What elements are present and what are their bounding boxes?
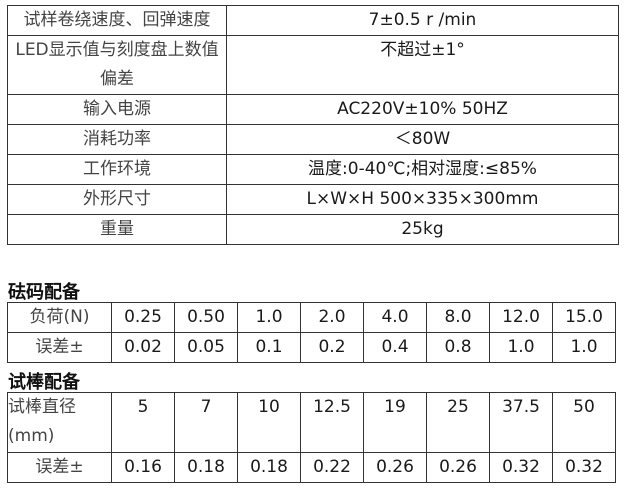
value-cell: 2.0 xyxy=(300,302,364,333)
value-cell: 0.50 xyxy=(174,302,238,333)
value-cell: 1.0 xyxy=(552,332,616,363)
value-cell: 0.26 xyxy=(363,452,427,483)
spec-value: 7±0.5 r /min xyxy=(226,5,619,36)
table-row: 试棒直径(mm) 5 7 10 12.5 19 25 37.5 50 xyxy=(7,392,616,453)
value-cell: 0.16 xyxy=(111,452,175,483)
weights-section-title: 砝码配备 xyxy=(8,282,80,303)
value-cell: 0.4 xyxy=(363,332,427,363)
diameter-label: 试棒直径(mm) xyxy=(7,392,112,453)
value-cell: 1.0 xyxy=(489,332,553,363)
value-cell: 0.22 xyxy=(300,452,364,483)
value-cell: 12.5 xyxy=(300,392,364,453)
value-cell: 0.18 xyxy=(237,452,301,483)
spec-row: 外形尺寸 L×W×H 500×335×300mm xyxy=(7,184,619,215)
value-cell: 0.25 xyxy=(111,302,175,333)
table-row: 误差± 0.02 0.05 0.1 0.2 0.4 0.8 1.0 1.0 xyxy=(7,332,616,363)
rods-section-title: 试棒配备 xyxy=(8,372,80,393)
value-cell: 8.0 xyxy=(426,302,490,333)
spec-label: LED显示值与刻度盘上数值偏差 xyxy=(7,35,227,95)
load-label: 负荷(N) xyxy=(7,302,112,333)
weights-table: 负荷(N) 0.25 0.50 1.0 2.0 4.0 8.0 12.0 15.0 误差± 0.0… xyxy=(7,302,616,363)
spec-row: 消耗功率 ＜80W xyxy=(7,124,619,155)
value-cell: 0.2 xyxy=(300,332,364,363)
spec-row: 重量 25kg xyxy=(7,214,619,245)
value-cell: 12.0 xyxy=(489,302,553,333)
spec-value: ＜80W xyxy=(226,124,619,155)
spec-label: 外形尺寸 xyxy=(7,184,227,215)
spec-label: 消耗功率 xyxy=(7,124,227,155)
value-cell: 37.5 xyxy=(489,392,553,453)
value-cell: 4.0 xyxy=(363,302,427,333)
spec-row: 试样卷绕速度、回弹速度 7±0.5 r /min xyxy=(7,5,619,36)
spec-label: 工作环境 xyxy=(7,154,227,185)
spec-label: 输入电源 xyxy=(7,94,227,125)
error-label: 误差± xyxy=(7,452,112,483)
table-row: 误差± 0.16 0.18 0.18 0.22 0.26 0.26 0.32 0.32 xyxy=(7,452,616,483)
value-cell: 10 xyxy=(237,392,301,453)
spec-value: 温度:0-40℃;相对湿度:≤85% xyxy=(226,154,619,185)
spec-value: 25kg xyxy=(226,214,619,245)
spec-row: LED显示值与刻度盘上数值偏差 不超过±1° xyxy=(7,35,619,95)
value-cell: 0.26 xyxy=(426,452,490,483)
spec-value: 不超过±1° xyxy=(226,35,619,95)
spec-value: AC220V±10% 50HZ xyxy=(226,94,619,125)
value-cell: 25 xyxy=(426,392,490,453)
value-cell: 15.0 xyxy=(552,302,616,333)
rods-table: 试棒直径(mm) 5 7 10 12.5 19 25 37.5 50 误差± 0.16 0.18 0.… xyxy=(7,392,616,483)
spec-row: 输入电源 AC220V±10% 50HZ xyxy=(7,94,619,125)
value-cell: 0.32 xyxy=(489,452,553,483)
spec-row: 工作环境 温度:0-40℃;相对湿度:≤85% xyxy=(7,154,619,185)
value-cell: 1.0 xyxy=(237,302,301,333)
value-cell: 0.05 xyxy=(174,332,238,363)
spec-label: 重量 xyxy=(7,214,227,245)
table-row: 负荷(N) 0.25 0.50 1.0 2.0 4.0 8.0 12.0 15.0 xyxy=(7,302,616,333)
value-cell: 0.8 xyxy=(426,332,490,363)
value-cell: 7 xyxy=(174,392,238,453)
spec-label: 试样卷绕速度、回弹速度 xyxy=(7,5,227,36)
value-cell: 0.1 xyxy=(237,332,301,363)
value-cell: 0.18 xyxy=(174,452,238,483)
value-cell: 19 xyxy=(363,392,427,453)
spec-table: 试样卷绕速度、回弹速度 7±0.5 r /min LED显示值与刻度盘上数值偏差 不超… xyxy=(7,5,619,245)
value-cell: 50 xyxy=(552,392,616,453)
error-label: 误差± xyxy=(7,332,112,363)
value-cell: 0.02 xyxy=(111,332,175,363)
value-cell: 5 xyxy=(111,392,175,453)
spec-value: L×W×H 500×335×300mm xyxy=(226,184,619,215)
value-cell: 0.32 xyxy=(552,452,616,483)
